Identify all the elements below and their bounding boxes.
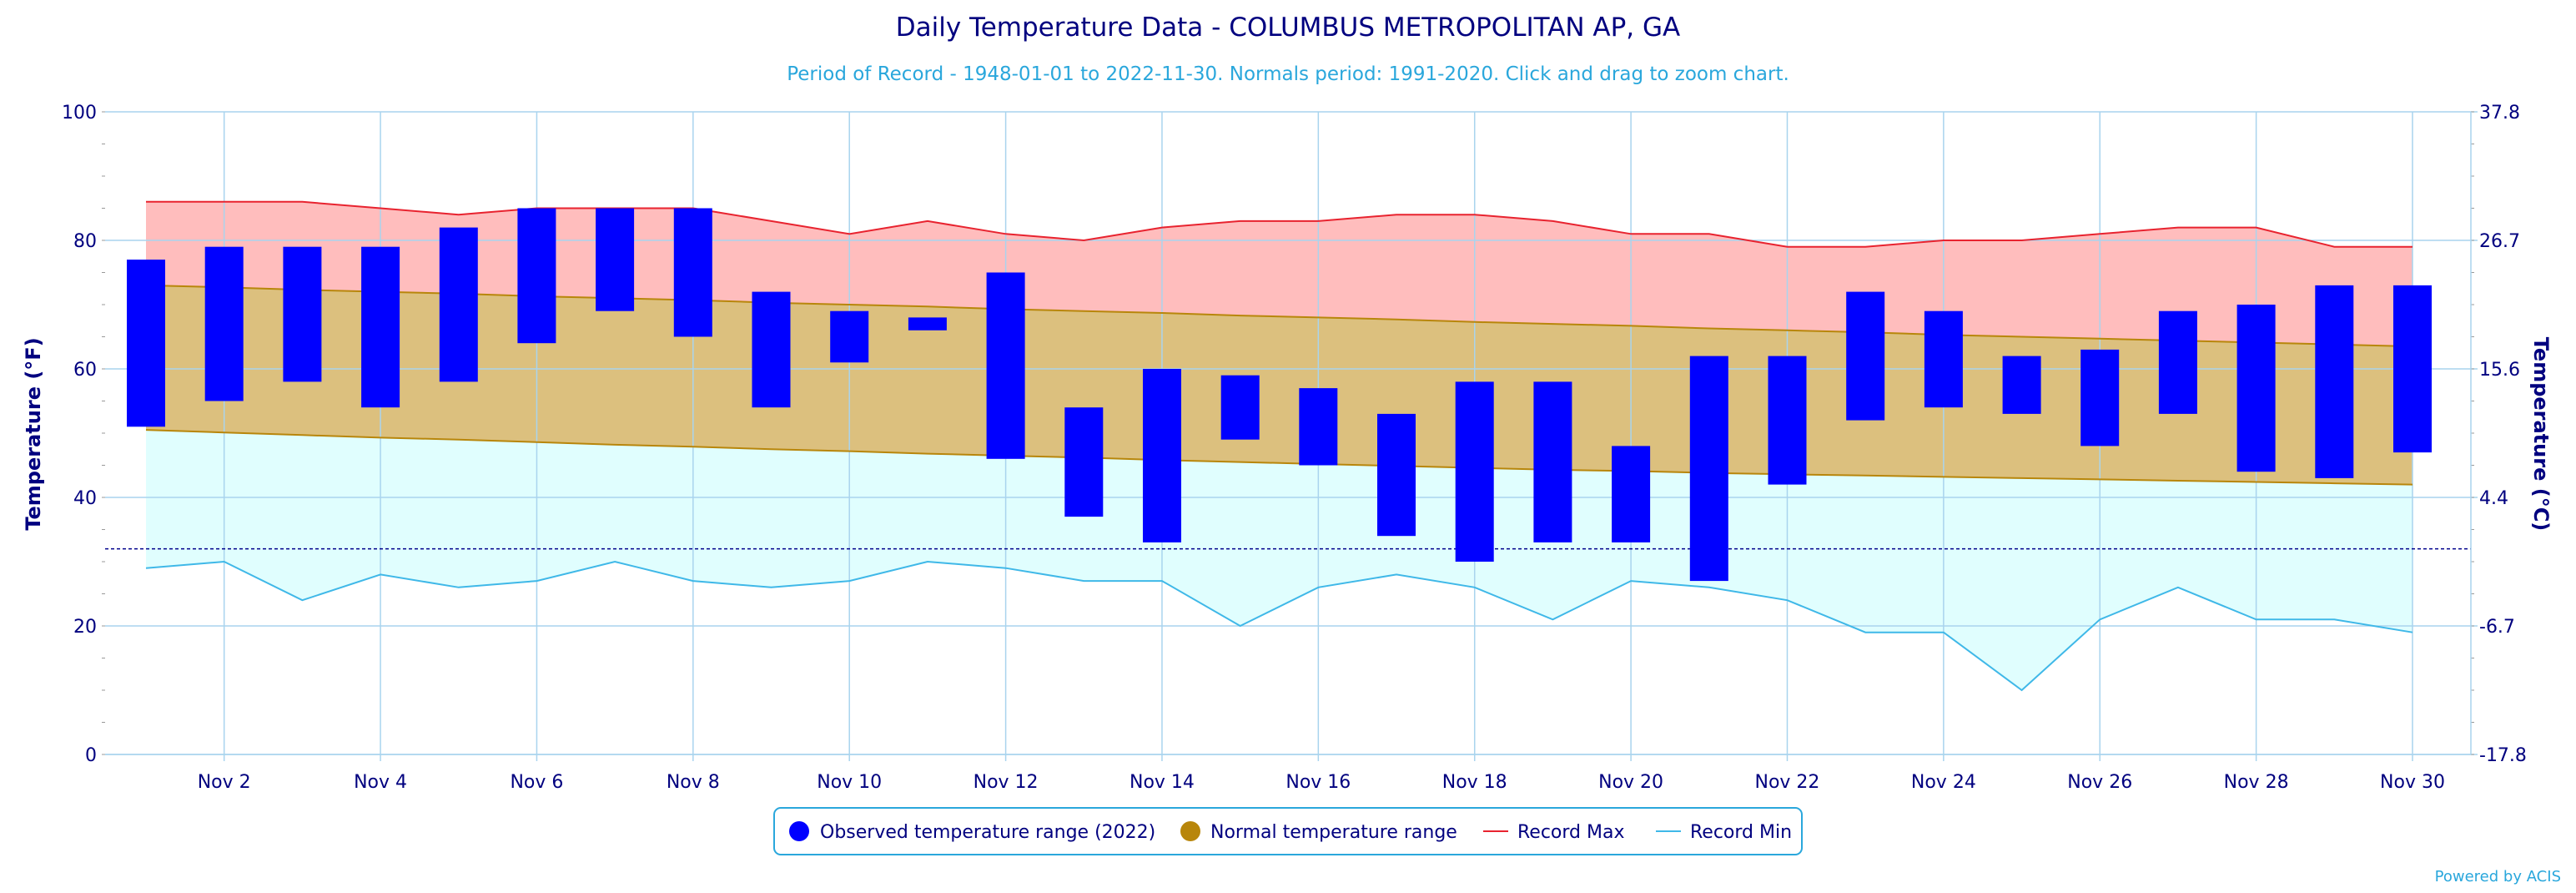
x-tick-label: Nov 2 [198, 772, 251, 793]
legend-observed-marker-icon [789, 821, 809, 841]
observed-bar[interactable] [439, 227, 478, 382]
chart-subtitle: Period of Record - 1948-01-01 to 2022-11… [787, 63, 1789, 85]
legend-record-max-label: Record Max [1517, 822, 1625, 843]
x-tick-label: Nov 12 [974, 772, 1039, 793]
observed-bar[interactable] [908, 317, 947, 330]
x-tick-label: Nov 4 [354, 772, 407, 793]
legend-item-record-min[interactable]: Record Min [1656, 822, 1792, 843]
legend-item-observed[interactable]: Observed temperature range (2022) [789, 821, 1155, 843]
record-low-band [146, 430, 2412, 690]
observed-bar[interactable] [127, 260, 165, 427]
observed-bar[interactable] [596, 208, 635, 311]
observed-bar[interactable] [986, 272, 1025, 459]
observed-bar[interactable] [1768, 356, 1807, 485]
powered-by-credit[interactable]: Powered by ACIS [2435, 868, 2561, 885]
x-tick-label: Nov 6 [510, 772, 563, 793]
y-axis-title-right: Temperature (°C) [2529, 337, 2553, 532]
normal-range-band [146, 285, 2412, 485]
legend[interactable]: Observed temperature range (2022) Normal… [773, 807, 1803, 855]
observed-bar[interactable] [517, 208, 556, 344]
observed-bar[interactable] [1064, 407, 1104, 517]
y-axis-title-left: Temperature (°F) [22, 337, 45, 530]
y-tick-label-right: 15.6 [2479, 360, 2520, 381]
observed-bar[interactable] [1377, 413, 1416, 537]
observed-bar[interactable] [1533, 381, 1572, 542]
observed-bar[interactable] [2393, 285, 2432, 453]
axes: 0 -17.8 20 -6.7 40 4.4 60 15.6 80 26.7 100 37.8 Nov … [62, 103, 2527, 793]
observed-bar[interactable] [1612, 446, 1651, 542]
observed-bar[interactable] [1455, 381, 1494, 562]
x-tick-label: Nov 20 [1598, 772, 1663, 793]
observed-bar[interactable] [1689, 356, 1728, 582]
observed-bar[interactable] [673, 208, 712, 337]
y-tick-label-left: 60 [73, 360, 97, 381]
y-tick-label-left: 40 [73, 488, 97, 509]
x-tick-label: Nov 24 [1911, 772, 1976, 793]
chart-title: Daily Temperature Data - COLUMBUS METROP… [896, 13, 1680, 43]
x-tick-label: Nov 16 [1285, 772, 1351, 793]
observed-bar[interactable] [2315, 285, 2354, 478]
x-tick-label: Nov 14 [1130, 772, 1195, 793]
legend-item-normal[interactable]: Normal temperature range [1180, 821, 1457, 843]
legend-box [773, 807, 1803, 855]
observed-bar[interactable] [830, 310, 869, 363]
legend-normal-marker-icon [1180, 821, 1200, 841]
y-tick-label-right: -17.8 [2479, 745, 2527, 766]
x-tick-label: Nov 26 [2067, 772, 2132, 793]
x-tick-label: Nov 28 [2224, 772, 2289, 793]
record-high-band [146, 201, 2412, 347]
legend-observed-label: Observed temperature range (2022) [820, 822, 1155, 843]
observed-bar[interactable] [1143, 369, 1181, 542]
y-tick-label-left: 0 [85, 745, 97, 766]
observed-bar[interactable] [1220, 375, 1260, 440]
x-tick-label: Nov 8 [667, 772, 720, 793]
band-fills [146, 201, 2412, 690]
legend-item-record-max[interactable]: Record Max [1483, 822, 1625, 843]
observed-bar[interactable] [204, 246, 244, 401]
observed-bar[interactable] [1299, 388, 1338, 466]
x-tick-label: Nov 18 [1442, 772, 1507, 793]
y-tick-label-left: 80 [73, 231, 97, 252]
y-tick-label-left: 20 [73, 617, 97, 638]
x-tick-label: Nov 22 [1755, 772, 1820, 793]
y-tick-label-right: 4.4 [2479, 488, 2508, 509]
legend-normal-label: Normal temperature range [1210, 822, 1457, 843]
observed-bars[interactable] [127, 208, 2432, 582]
y-tick-label-right: 37.8 [2479, 103, 2520, 124]
y-tick-label-right: 26.7 [2479, 231, 2520, 252]
observed-bar[interactable] [752, 291, 791, 408]
observed-bar[interactable] [1846, 291, 1885, 421]
x-tick-label: Nov 30 [2380, 772, 2445, 793]
record-min-line [145, 560, 2413, 692]
legend-record-min-label: Record Min [1690, 822, 1792, 843]
observed-bar[interactable] [361, 246, 400, 408]
observed-bar[interactable] [2236, 305, 2276, 472]
observed-bar[interactable] [2002, 356, 2041, 414]
observed-bar[interactable] [2158, 310, 2197, 414]
observed-bar[interactable] [283, 246, 322, 382]
observed-bar[interactable] [1924, 310, 1963, 408]
observed-bar[interactable] [2080, 349, 2120, 446]
y-tick-label-right: -6.7 [2479, 617, 2515, 638]
y-tick-label-left: 100 [62, 103, 97, 124]
normal-low-line [145, 429, 2413, 486]
x-tick-label: Nov 10 [817, 772, 882, 793]
